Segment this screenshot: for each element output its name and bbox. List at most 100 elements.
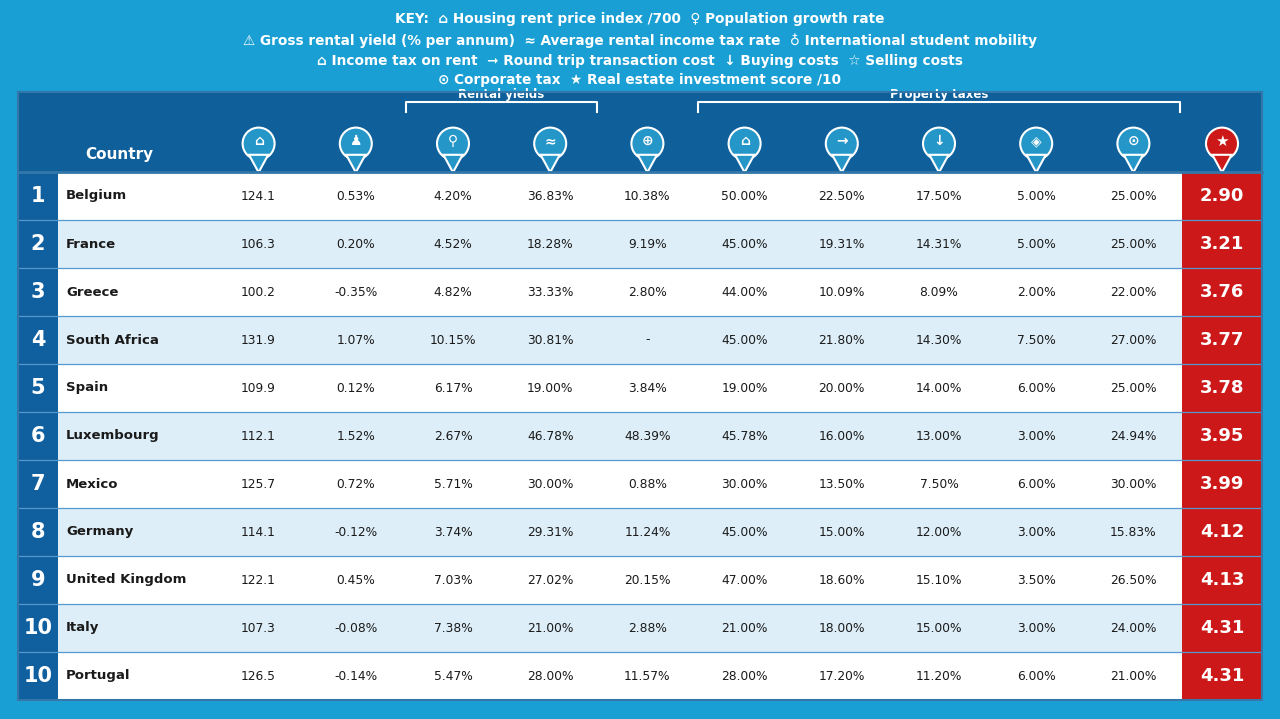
Bar: [18, 221, 58, 268]
Bar: [1181, 413, 1262, 460]
Bar: [1181, 557, 1262, 604]
Text: 26.50%: 26.50%: [1110, 574, 1157, 587]
Text: 21.00%: 21.00%: [1110, 669, 1157, 682]
Bar: [1181, 653, 1262, 700]
Text: →: →: [836, 134, 847, 148]
Text: ≈: ≈: [544, 134, 556, 148]
Text: 30.81%: 30.81%: [527, 334, 573, 347]
Text: 3.99: 3.99: [1199, 475, 1244, 493]
Text: 1: 1: [31, 186, 45, 206]
Text: 15.00%: 15.00%: [915, 621, 963, 634]
Text: 2.00%: 2.00%: [1016, 285, 1056, 298]
Text: 4.31: 4.31: [1199, 619, 1244, 637]
Text: 124.1: 124.1: [241, 190, 276, 203]
Text: ⚲: ⚲: [448, 134, 458, 148]
Text: 3.21: 3.21: [1199, 235, 1244, 253]
Text: 11.20%: 11.20%: [915, 669, 963, 682]
Text: 3.50%: 3.50%: [1016, 574, 1056, 587]
Bar: [58, 461, 1181, 508]
Text: 3.78: 3.78: [1199, 379, 1244, 397]
Text: 114.1: 114.1: [241, 526, 276, 539]
Bar: [1181, 269, 1262, 316]
Text: United Kingdom: United Kingdom: [67, 574, 187, 587]
Text: 2.67%: 2.67%: [434, 429, 472, 442]
Text: Belgium: Belgium: [67, 190, 127, 203]
Text: -: -: [645, 334, 650, 347]
Text: 1.07%: 1.07%: [337, 334, 375, 347]
Bar: [58, 173, 1181, 220]
Text: 3.00%: 3.00%: [1016, 621, 1056, 634]
Text: 3.84%: 3.84%: [628, 382, 667, 395]
Text: 10.09%: 10.09%: [819, 285, 865, 298]
Bar: [1181, 461, 1262, 508]
Text: 11.57%: 11.57%: [625, 669, 671, 682]
Circle shape: [1020, 127, 1052, 160]
Text: 6: 6: [31, 426, 45, 446]
Text: ★: ★: [1215, 134, 1229, 149]
Text: 16.00%: 16.00%: [819, 429, 865, 442]
Text: 27.02%: 27.02%: [527, 574, 573, 587]
Polygon shape: [346, 155, 365, 173]
Text: Greece: Greece: [67, 285, 118, 298]
Text: 3.00%: 3.00%: [1016, 429, 1056, 442]
Bar: [18, 557, 58, 604]
Text: 15.10%: 15.10%: [915, 574, 963, 587]
Text: 6.00%: 6.00%: [1016, 382, 1056, 395]
Text: 25.00%: 25.00%: [1110, 382, 1157, 395]
Text: Rental yields: Rental yields: [458, 88, 545, 101]
Text: 20.15%: 20.15%: [625, 574, 671, 587]
Text: Spain: Spain: [67, 382, 108, 395]
Text: 22.00%: 22.00%: [1110, 285, 1157, 298]
Bar: [58, 413, 1181, 460]
Text: ⌂ Income tax on rent  ➞ Round trip transaction cost  ↓ Buying costs  ☆ Selling c: ⌂ Income tax on rent ➞ Round trip transa…: [317, 54, 963, 68]
Text: 0.20%: 0.20%: [337, 237, 375, 250]
Text: 9: 9: [31, 570, 45, 590]
Text: ↓: ↓: [933, 134, 945, 148]
Text: ◈: ◈: [1030, 134, 1042, 148]
Text: 18.00%: 18.00%: [818, 621, 865, 634]
Text: 3.95: 3.95: [1199, 427, 1244, 445]
Text: -0.14%: -0.14%: [334, 669, 378, 682]
Text: 28.00%: 28.00%: [527, 669, 573, 682]
Bar: [58, 221, 1181, 268]
Text: 20.00%: 20.00%: [819, 382, 865, 395]
Text: 4.20%: 4.20%: [434, 190, 472, 203]
Text: 27.00%: 27.00%: [1110, 334, 1157, 347]
Text: 2.90: 2.90: [1199, 187, 1244, 205]
Text: 6.00%: 6.00%: [1016, 477, 1056, 490]
Text: 125.7: 125.7: [241, 477, 276, 490]
Text: 6.00%: 6.00%: [1016, 669, 1056, 682]
Text: 11.24%: 11.24%: [625, 526, 671, 539]
Circle shape: [1206, 127, 1238, 160]
Text: 5.71%: 5.71%: [434, 477, 472, 490]
Text: 17.50%: 17.50%: [915, 190, 963, 203]
Text: Mexico: Mexico: [67, 477, 119, 490]
Bar: [18, 605, 58, 652]
Text: 0.53%: 0.53%: [337, 190, 375, 203]
Text: 14.00%: 14.00%: [915, 382, 963, 395]
Text: ⊙: ⊙: [1128, 134, 1139, 148]
Text: 21.80%: 21.80%: [818, 334, 865, 347]
Text: 4.13: 4.13: [1199, 571, 1244, 589]
Polygon shape: [443, 155, 462, 173]
Text: 45.00%: 45.00%: [722, 526, 768, 539]
Circle shape: [436, 127, 468, 160]
Text: 45.00%: 45.00%: [722, 334, 768, 347]
Bar: [18, 365, 58, 412]
Text: 2.88%: 2.88%: [628, 621, 667, 634]
Text: 5.47%: 5.47%: [434, 669, 472, 682]
Text: 7: 7: [31, 474, 45, 494]
Bar: [18, 92, 1262, 172]
Circle shape: [923, 127, 955, 160]
Text: 28.00%: 28.00%: [722, 669, 768, 682]
Text: South Africa: South Africa: [67, 334, 159, 347]
Text: 107.3: 107.3: [241, 621, 276, 634]
Text: 24.94%: 24.94%: [1110, 429, 1157, 442]
Text: 30.00%: 30.00%: [527, 477, 573, 490]
Text: 5.00%: 5.00%: [1016, 237, 1056, 250]
Polygon shape: [735, 155, 754, 173]
Bar: [1181, 173, 1262, 220]
Bar: [58, 653, 1181, 700]
Polygon shape: [250, 155, 269, 173]
Circle shape: [728, 127, 760, 160]
